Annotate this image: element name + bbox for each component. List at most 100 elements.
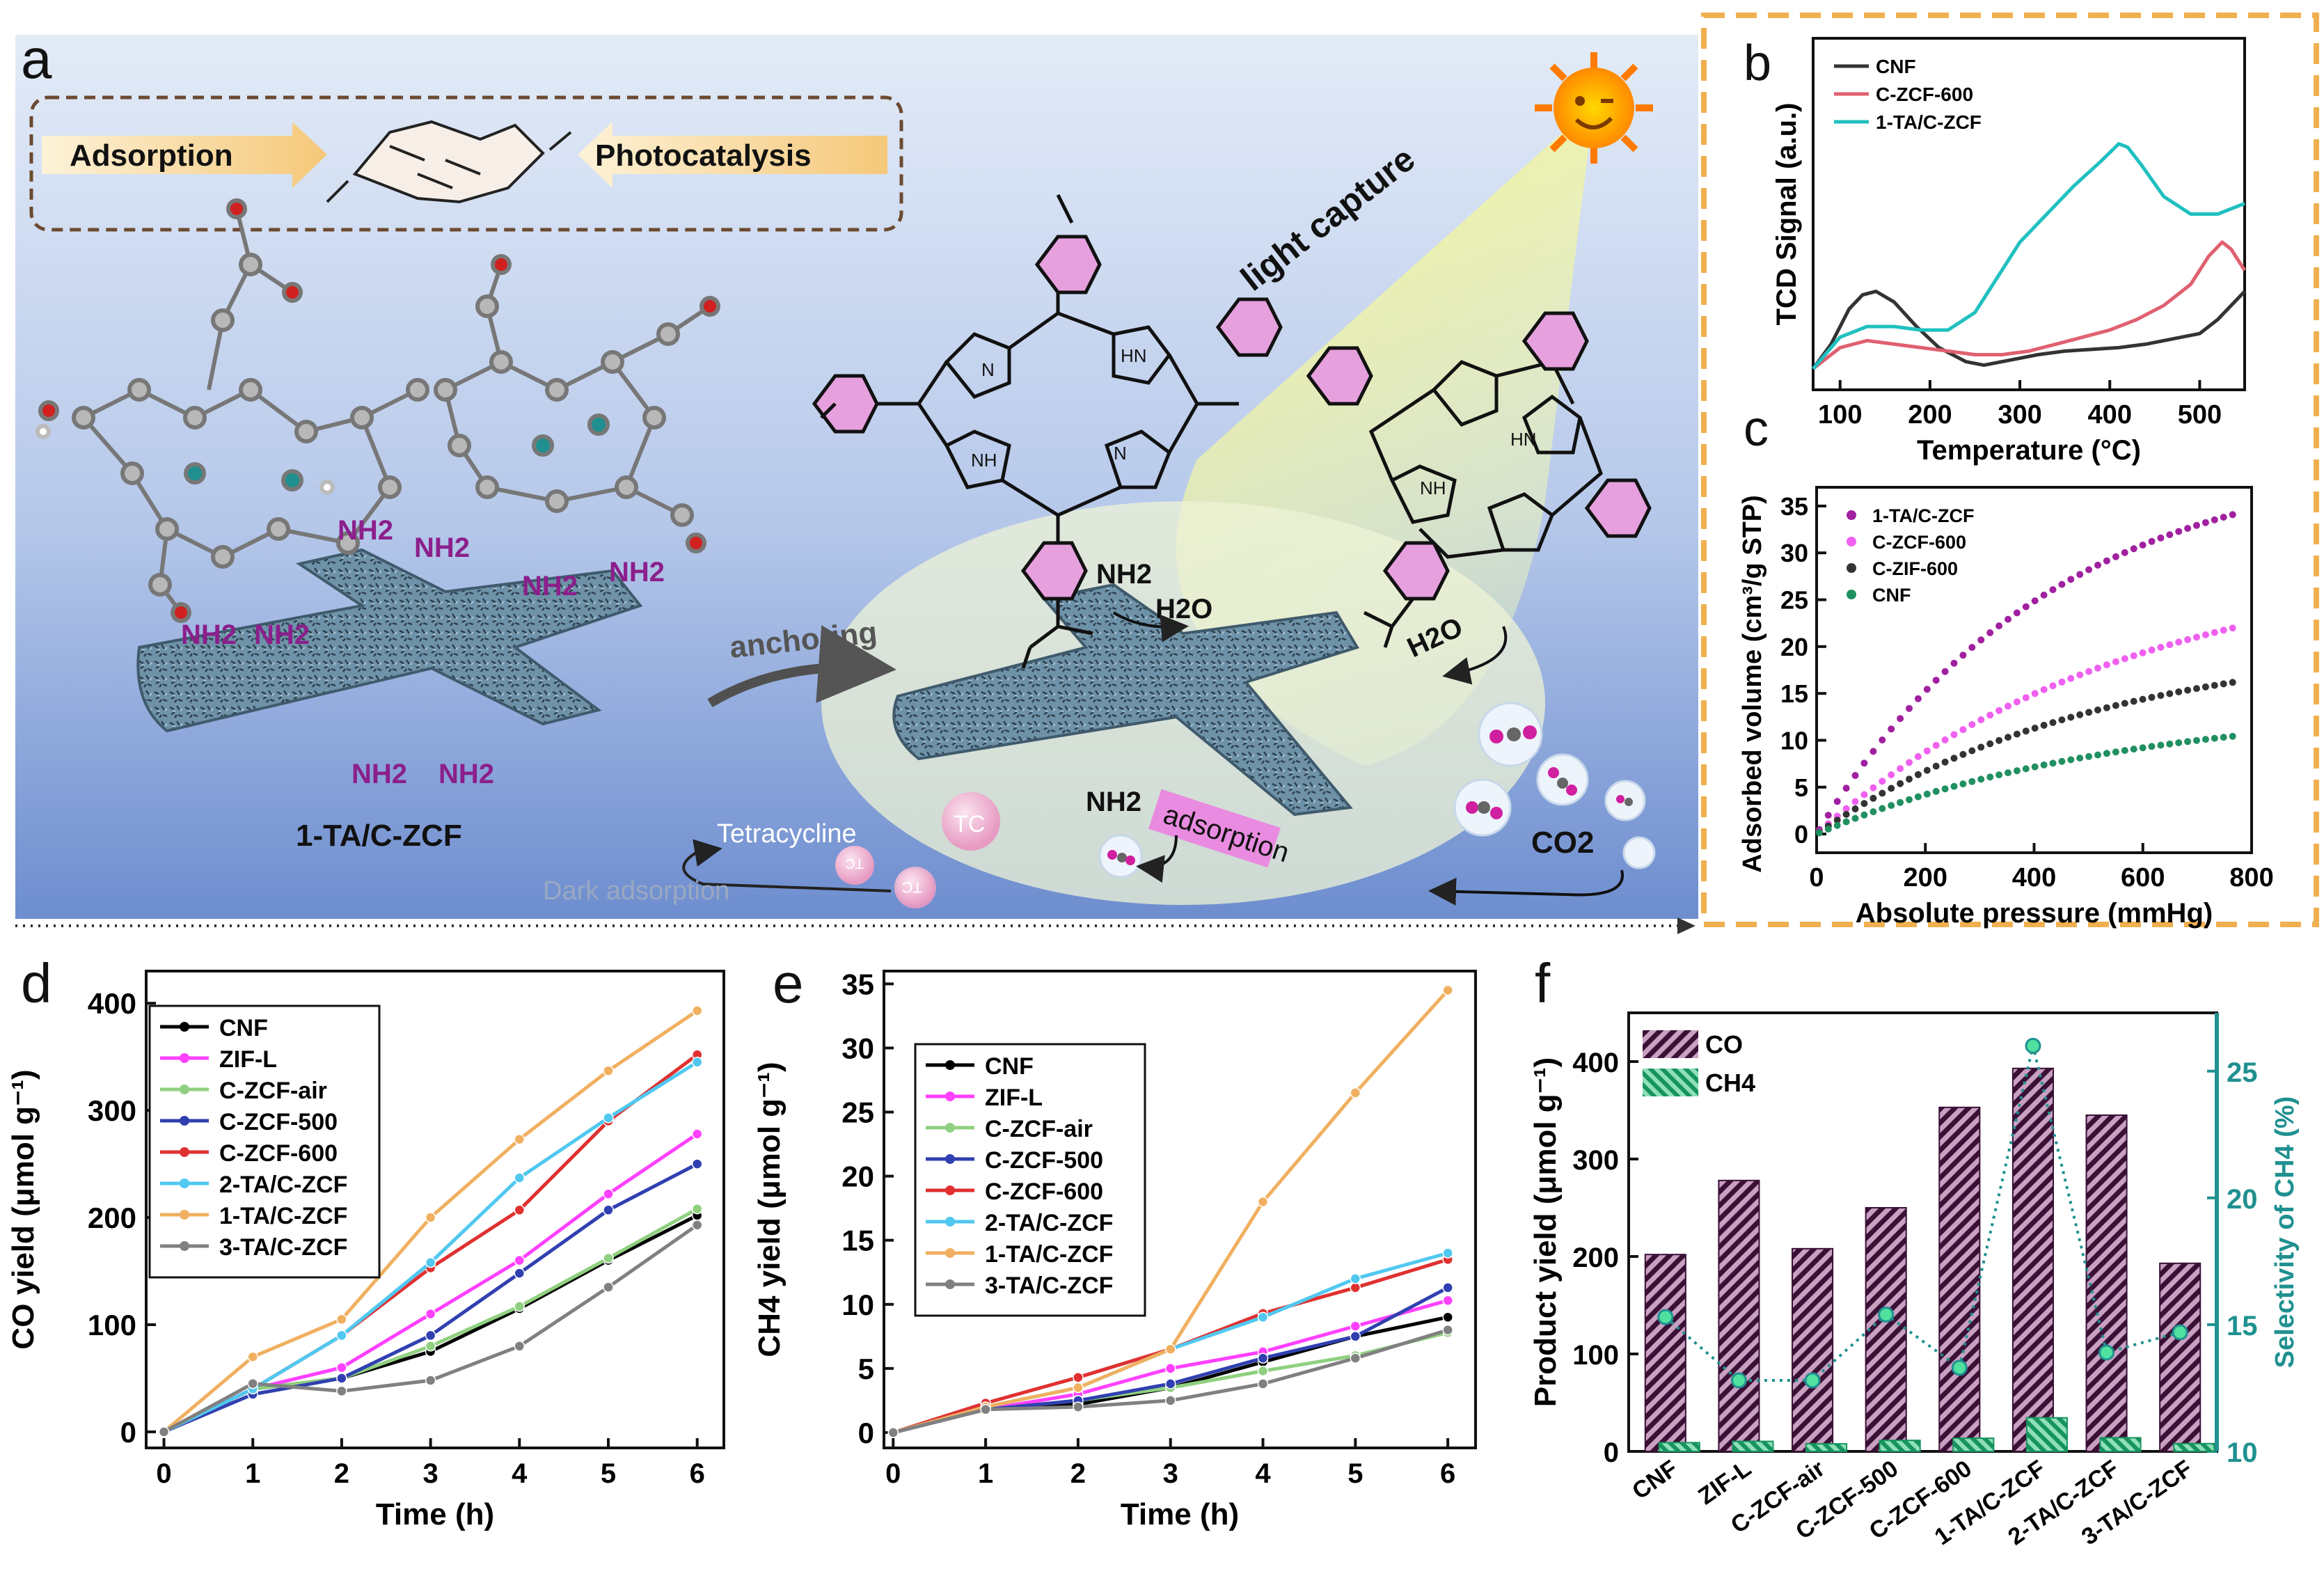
data-point: [1851, 798, 1859, 805]
legend-label: C-ZCF-air: [219, 1078, 327, 1104]
tetracycline-arrow-path: [682, 851, 892, 892]
data-point: [1073, 1401, 1084, 1412]
data-point: [1257, 1196, 1269, 1208]
nh2-label: NH2: [522, 571, 578, 601]
data-point: [2005, 615, 2011, 623]
left-fiber-material: [136, 548, 643, 733]
data-point: [2013, 767, 2021, 775]
data-point: [603, 1065, 614, 1076]
data-point: [2103, 704, 2110, 711]
data-point: [1941, 668, 1949, 675]
data-point: [1950, 782, 1958, 790]
data-point: [2031, 597, 2039, 605]
data-point: [2013, 730, 2021, 738]
data-point: [2175, 528, 2183, 535]
legend-swatch-marker: [945, 1279, 955, 1289]
data-point: [2103, 750, 2110, 757]
data-point: [603, 1204, 614, 1216]
y-axis-label: Product yield (μmol g⁻¹): [1528, 1057, 1563, 1407]
porphyrin-nh-label: NH: [1420, 478, 1446, 498]
data-point: [2049, 759, 2057, 767]
data-point: [2148, 743, 2156, 750]
data-point: [2112, 658, 2119, 665]
series-line-cnf: [1811, 290, 2246, 370]
x-tick-label: 400: [2012, 863, 2056, 892]
x-tick-label: 0: [885, 1458, 901, 1489]
data-point: [1968, 644, 1976, 651]
legend-swatch-marker: [945, 1185, 955, 1195]
data-point: [1870, 794, 1877, 802]
data-point: [1914, 695, 1922, 702]
data-point: [2040, 761, 2048, 769]
legend-swatch-marker: [180, 1147, 189, 1157]
left-molecule-ball-stick-2: [434, 254, 720, 553]
sun-icon: [1535, 52, 1653, 164]
data-point: [1932, 787, 1940, 795]
x-tick-label: 300: [1998, 400, 2041, 430]
data-point: [2130, 698, 2137, 705]
legend-label: CNF: [219, 1015, 268, 1041]
data-point: [1824, 826, 1832, 833]
data-point: [247, 1378, 258, 1389]
y-tick-label: 35: [1780, 492, 1808, 521]
data-point: [2013, 698, 2021, 706]
legend-swatch: [1847, 590, 1856, 599]
data-point: [2031, 725, 2039, 732]
data-point: [2022, 694, 2030, 702]
data-point: [2220, 627, 2227, 634]
h2o-arrow: [1442, 626, 1508, 685]
data-point: [1941, 758, 1949, 766]
data-point: [1442, 1324, 1453, 1336]
legend-swatch-marker: [945, 1217, 955, 1227]
data-point: [336, 1373, 347, 1384]
data-point: [2184, 636, 2192, 643]
category-label: CNF: [1627, 1455, 1682, 1504]
data-point: [2040, 591, 2048, 599]
h2o-label: H2O: [1155, 594, 1212, 624]
data-point: [1923, 790, 1931, 798]
data-point: [2094, 751, 2101, 759]
tc-molecule-small: [894, 867, 936, 908]
co-bar: [1644, 1254, 1686, 1452]
data-point: [514, 1172, 525, 1183]
anchoring-arrow: [707, 625, 896, 708]
data-point: [1977, 775, 1985, 783]
data-point: [1923, 747, 1931, 755]
legend-swatch-marker: [945, 1092, 955, 1101]
legend-swatch-marker: [180, 1179, 189, 1188]
data-point: [514, 1254, 525, 1266]
data-point: [2193, 736, 2200, 744]
data-point: [1888, 802, 1895, 810]
y-tick-label: 20: [841, 1160, 874, 1193]
y-tick-label: 30: [841, 1032, 874, 1064]
data-point: [2175, 688, 2183, 695]
data-point: [2076, 571, 2084, 578]
legend-swatch: [1847, 510, 1856, 520]
x-tick-label: 1: [245, 1458, 260, 1489]
selectivity-point: [1657, 1309, 1674, 1325]
x-axis-label: Time (h): [1121, 1497, 1239, 1531]
data-point: [2157, 741, 2165, 749]
data-point: [1897, 715, 1904, 723]
data-point: [1968, 778, 1976, 785]
data-point: [2112, 553, 2119, 560]
data-point: [2103, 661, 2110, 669]
porphyrin-n-label: N: [981, 359, 995, 380]
data-point: [1888, 771, 1895, 778]
legend-label: 2-TA/C-ZCF: [219, 1172, 347, 1198]
h2o-release-arrow: [1112, 611, 1189, 643]
legend-label: 1-TA/C-ZCF: [1872, 505, 1974, 526]
data-point: [1932, 741, 1940, 749]
data-point: [980, 1404, 991, 1415]
co2-bubbles: [1098, 702, 1656, 878]
data-point: [691, 1128, 703, 1140]
data-point: [2076, 755, 2084, 762]
data-point: [514, 1204, 525, 1216]
data-point: [603, 1188, 614, 1199]
legend-box: [148, 1004, 381, 1279]
data-point: [2148, 646, 2156, 654]
nh2-label: NH2: [414, 533, 470, 563]
data-point: [2148, 537, 2156, 545]
nh2-label: NH2: [181, 620, 237, 650]
legend-box: [914, 1043, 1146, 1317]
